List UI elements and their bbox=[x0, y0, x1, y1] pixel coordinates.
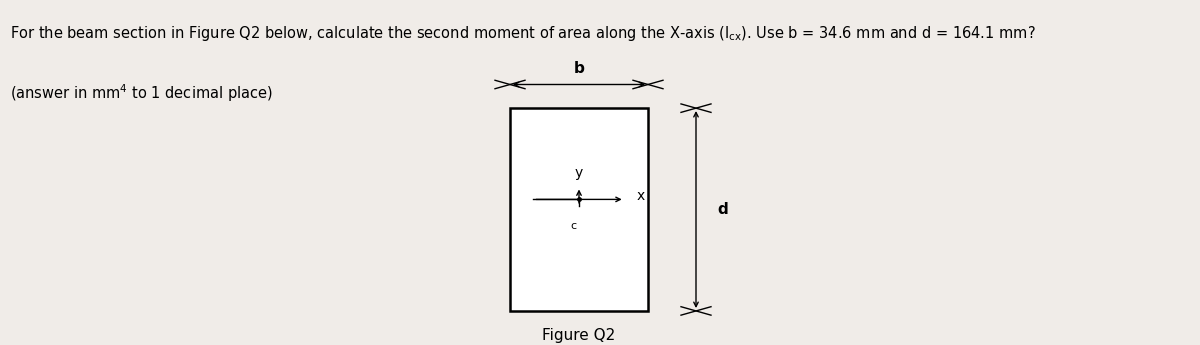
Text: Figure Q2: Figure Q2 bbox=[542, 328, 616, 343]
Text: c: c bbox=[570, 221, 576, 231]
Text: b: b bbox=[574, 61, 584, 76]
Text: (answer in mm$^{\mathregular{4}}$ to 1 decimal place): (answer in mm$^{\mathregular{4}}$ to 1 d… bbox=[10, 83, 272, 105]
Text: d: d bbox=[718, 202, 728, 217]
Text: y: y bbox=[575, 167, 583, 180]
Text: For the beam section in Figure Q2 below, calculate the second moment of area alo: For the beam section in Figure Q2 below,… bbox=[10, 24, 1036, 43]
Bar bbox=[510, 108, 648, 311]
Text: x: x bbox=[636, 189, 644, 203]
